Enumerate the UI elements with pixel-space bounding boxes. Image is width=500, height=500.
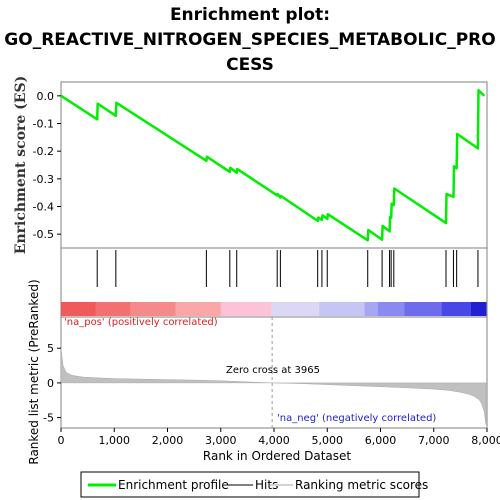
x-tick-label: 1,000 [99,434,131,447]
ranking-y-tick-label: 5 [47,342,54,355]
x-tick-label: 7,000 [418,434,450,447]
hits-panel [60,247,488,318]
es-panel-frame [60,81,488,249]
color-band-segment [364,302,379,316]
es-y-tick-label: -0.3 [33,173,54,186]
legend-ranking-label: Ranking metric scores [295,478,428,492]
legend: Enrichment profile Hits Ranking metric s… [80,471,428,498]
color-band-segment [441,302,472,316]
chart-title-line-1: Enrichment plot: [170,5,330,25]
color-band-segment [61,302,97,316]
color-band-segment [130,302,176,316]
es-y-tick-label: -0.2 [33,145,54,158]
x-tick-label: 6,000 [365,434,397,447]
legend-enrichment-profile-label: Enrichment profile [118,478,229,492]
ranking-y-tick-label: -5 [43,412,54,425]
es-y-axis-title: Enrichment score (ES) [13,76,29,254]
x-axis-title: Rank in Ordered Dataset [203,449,351,463]
x-tick-label: 2,000 [152,434,184,447]
color-band-segment [220,302,272,316]
color-band [61,302,487,316]
x-tick-label: 5,000 [312,434,344,447]
color-band-segment [471,302,487,316]
x-axis: 0 1,000 2,000 3,000 4,000 5,000 6,000 7,000 8,00… [58,428,500,447]
zero-cross-label: Zero cross at 3965 [226,365,320,376]
es-y-tick-label: -0.4 [33,201,54,214]
ranking-y-axis: 5 0 -5 [43,342,61,425]
negative-correlation-label: 'na_neg' (negatively correlated) [277,413,436,424]
color-band-segment [175,302,222,316]
color-band-segment [271,302,320,316]
x-tick-label: 0 [58,434,65,447]
x-tick-label: 3,000 [205,434,237,447]
color-band-segment [95,302,131,316]
ranking-y-tick-label: 0 [47,377,54,390]
es-panel: 0.0 -0.1 -0.2 -0.3 -0.4 -0.5 Enrichment score… [13,76,488,254]
chart-title-line-3: CESS [226,55,274,75]
es-y-tick-label: -0.1 [33,118,54,131]
x-tick-label: 8,000 [471,434,500,447]
ranking-metric-area [60,348,487,425]
chart-title-line-2: GO_REACTIVE_NITROGEN_SPECIES_METABOLIC_P… [4,30,495,50]
color-band-segment [319,302,366,316]
color-band-segment [377,302,405,316]
es-y-tick-label: -0.5 [33,228,54,241]
hits-marks [96,250,479,287]
es-y-tick-label: 0.0 [37,90,55,103]
ranking-y-axis-title: Ranked list metric (PreRanked) [27,279,41,464]
positive-correlation-label: 'na_pos' (positively correlated) [64,317,218,328]
es-y-axis: 0.0 -0.1 -0.2 -0.3 -0.4 -0.5 [33,90,61,241]
enrichment-profile-line [60,89,486,242]
color-band-segment [404,302,443,316]
x-tick-label: 4,000 [258,434,290,447]
legend-hits-label: Hits [255,478,278,492]
